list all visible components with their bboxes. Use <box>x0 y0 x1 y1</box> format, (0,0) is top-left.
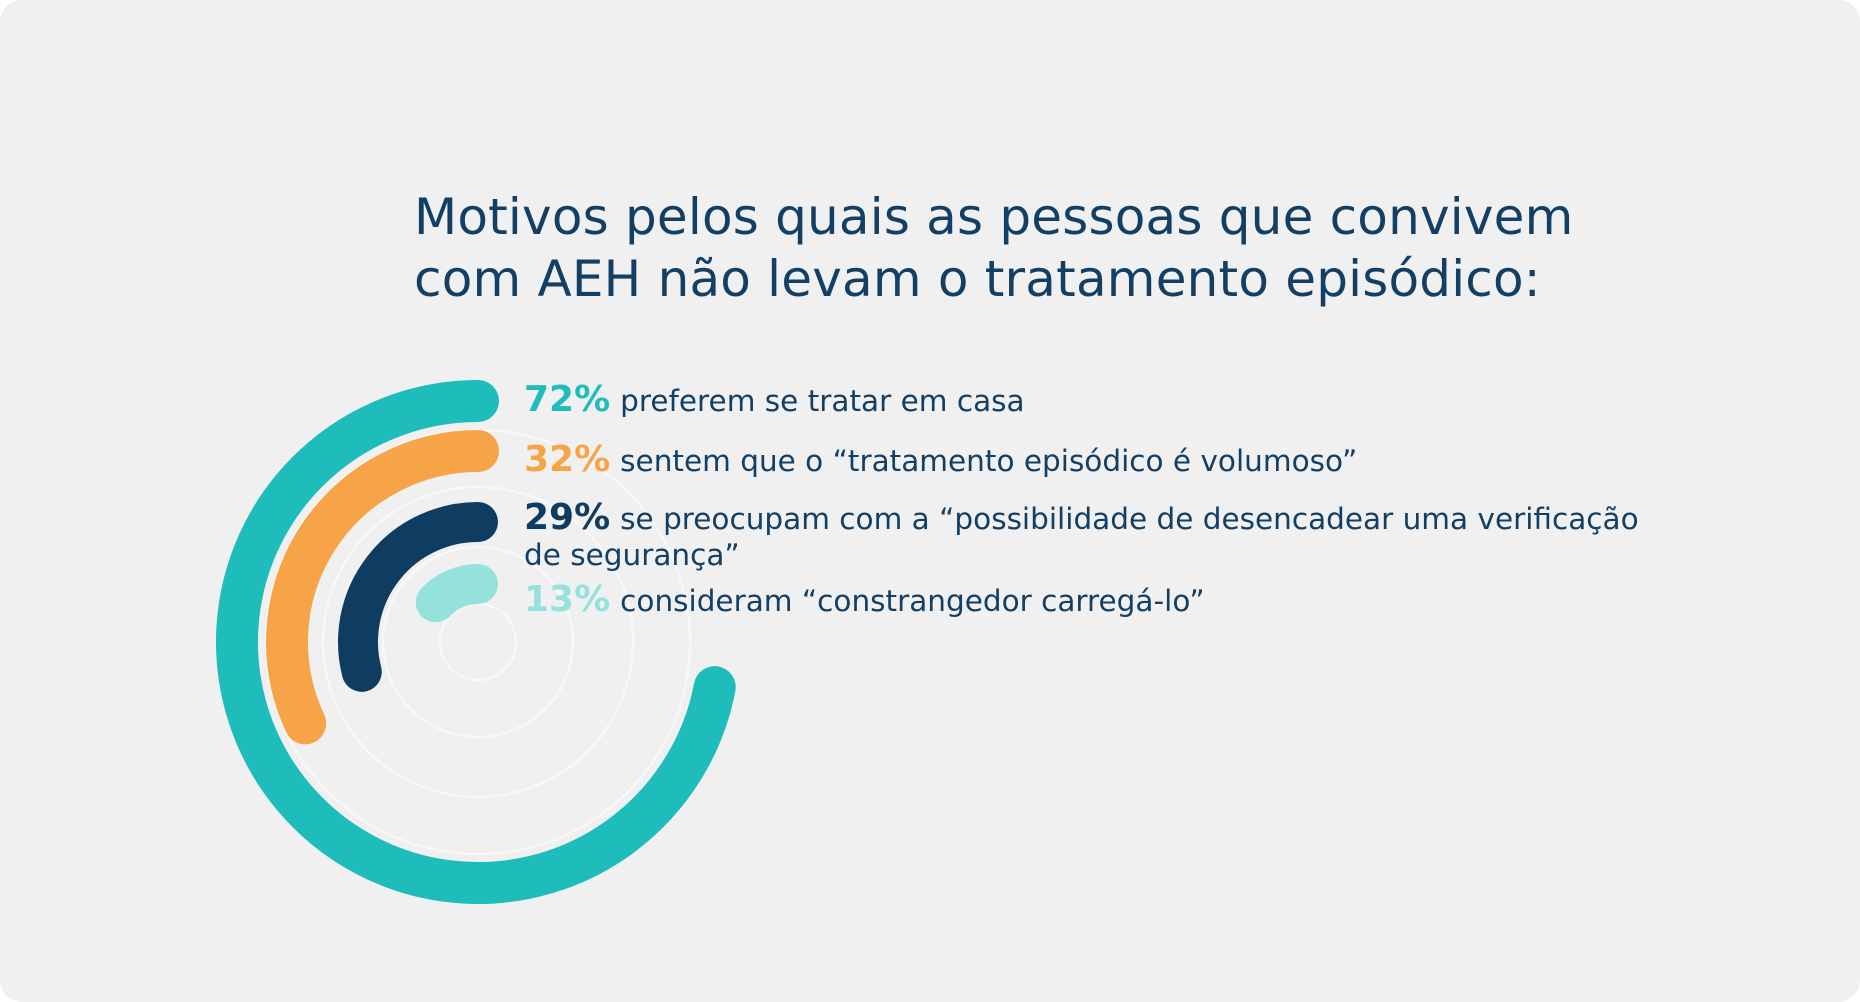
legend-item-4: 13% consideram “constrangedor carregá-lo” <box>524 582 1644 619</box>
legend-value-4: 13% <box>524 579 611 620</box>
legend-text-1: preferem se tratar em casa <box>620 384 1025 418</box>
radial-bar-4 <box>415 564 498 623</box>
chart-title-line-1: Motivos pelos quais as pessoas que convi… <box>414 188 1574 246</box>
legend-value-1: 72% <box>524 379 611 420</box>
chart-title: Motivos pelos quais as pessoas que convi… <box>414 186 1744 310</box>
chart-title-line-2: com AEH não levam o tratamento episódico… <box>414 250 1541 308</box>
legend-text-3: se preocupam com a “possibilidade de des… <box>524 502 1639 572</box>
legend-item-2: 32% sentem que o “tratamento episódico é … <box>524 442 1644 479</box>
radial-bar-2 <box>266 430 499 745</box>
radial-bars <box>216 380 736 904</box>
radial-bar-1 <box>216 380 736 904</box>
radial-bar-3 <box>338 502 498 692</box>
legend-value-3: 29% <box>524 497 611 538</box>
legend-item-3: 29% se preocupam com a “possibilidade de … <box>524 500 1644 573</box>
legend-text-4: consideram “constrangedor carregá-lo” <box>620 584 1205 618</box>
background-ring-2 <box>381 545 575 739</box>
legend-text-2: sentem que o “tratamento episódico é vol… <box>620 444 1358 478</box>
legend-value-2: 32% <box>524 439 611 480</box>
legend-item-1: 72% preferem se tratar em casa <box>524 382 1644 419</box>
background-ring-1 <box>438 602 518 682</box>
background-ring-3 <box>321 485 635 799</box>
